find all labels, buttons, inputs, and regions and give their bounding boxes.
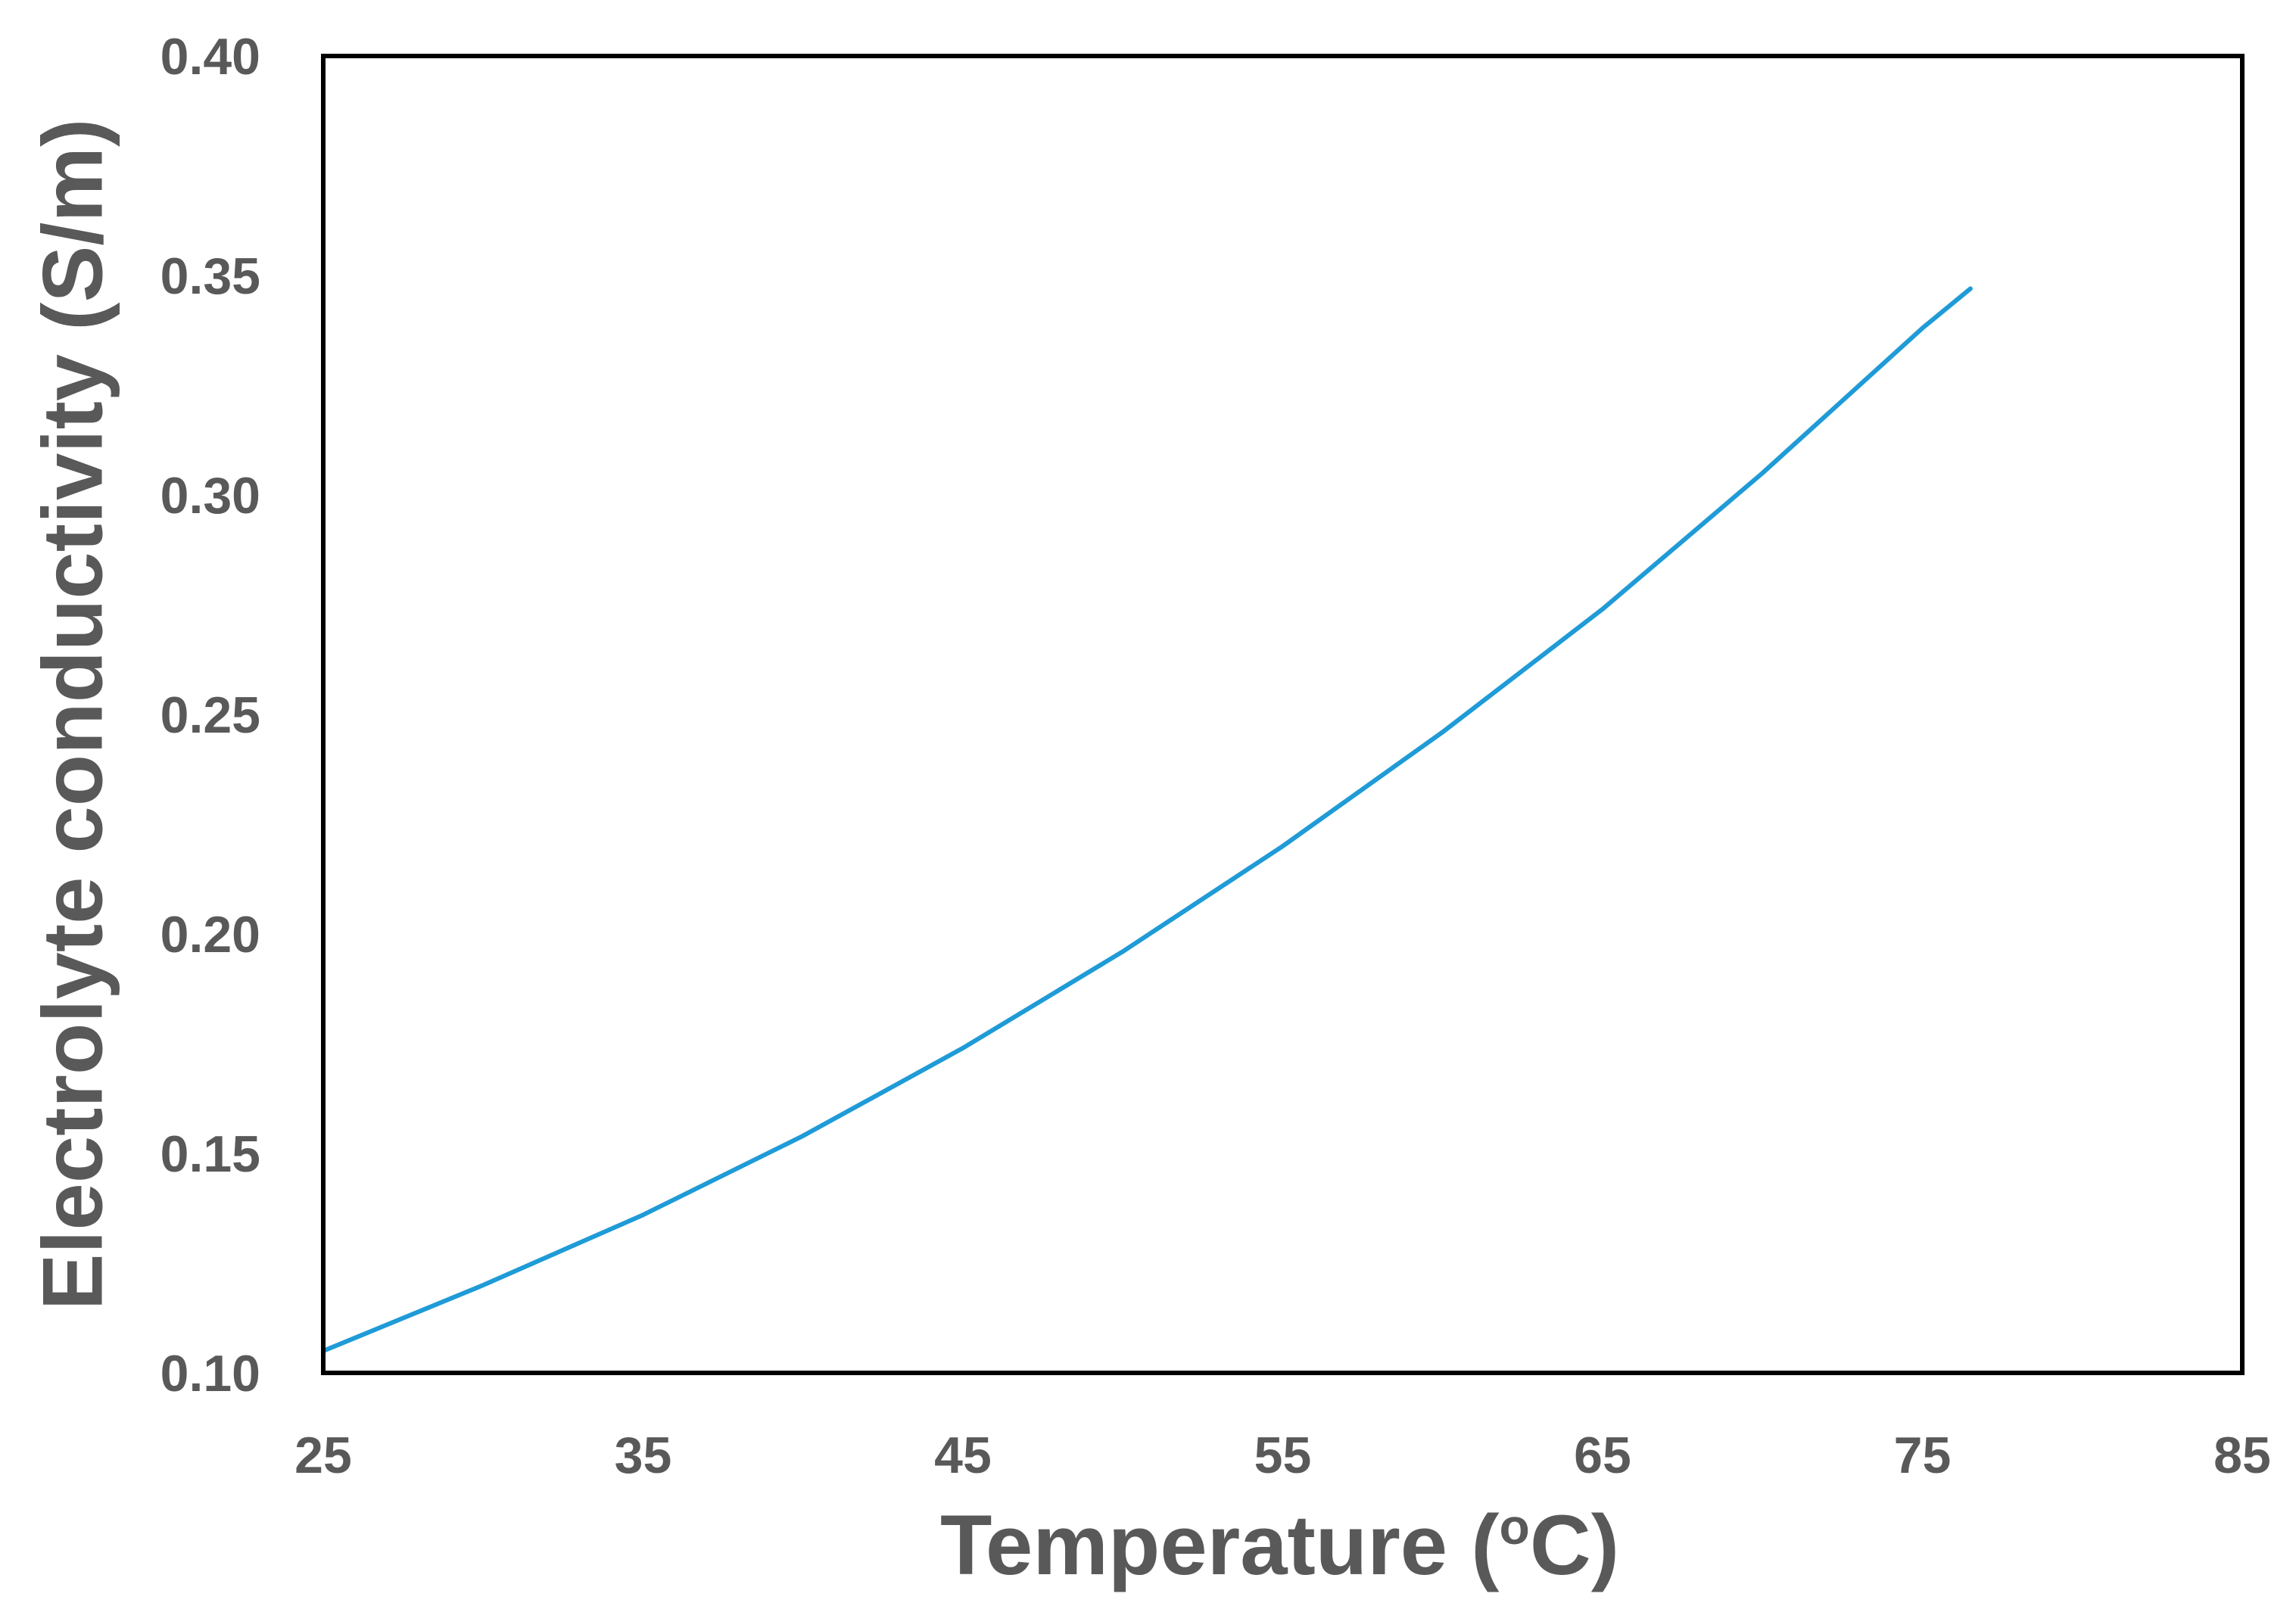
- x-tick-label: 75: [1894, 1427, 1952, 1484]
- x-tick-label: 25: [294, 1427, 352, 1484]
- x-axis-ticks: 25 35 45 55 65 75 85: [294, 1427, 2271, 1484]
- y-axis-title: Electrolyte conductivity (S/m): [26, 119, 120, 1311]
- y-tick-label: 0.25: [160, 686, 260, 744]
- y-tick-label: 0.40: [160, 28, 260, 86]
- y-tick-label: 0.20: [160, 906, 260, 963]
- x-tick-label: 85: [2213, 1427, 2271, 1484]
- x-axis-title-suffix: C): [1530, 1498, 1619, 1592]
- y-tick-label: 0.15: [160, 1125, 260, 1183]
- y-tick-label: 0.10: [160, 1345, 260, 1402]
- plot-frame: [321, 54, 2245, 1375]
- y-axis-ticks: 0.10 0.15 0.20 0.25 0.30 0.35 0.40: [160, 28, 260, 1402]
- x-axis-title-superscript: o: [1500, 1499, 1530, 1555]
- y-tick-label: 0.30: [160, 467, 260, 524]
- plot-layer: [321, 286, 1973, 1353]
- x-tick-label: 65: [1574, 1427, 1631, 1484]
- x-tick-label: 35: [615, 1427, 672, 1484]
- x-axis-title: Temperature (oC): [940, 1498, 1619, 1592]
- x-tick-label: 45: [934, 1427, 992, 1484]
- y-tick-label: 0.35: [160, 247, 260, 305]
- series-line-0: [321, 286, 1973, 1353]
- x-tick-label: 55: [1254, 1427, 1312, 1484]
- x-axis-title-prefix: Temperature (: [940, 1498, 1500, 1592]
